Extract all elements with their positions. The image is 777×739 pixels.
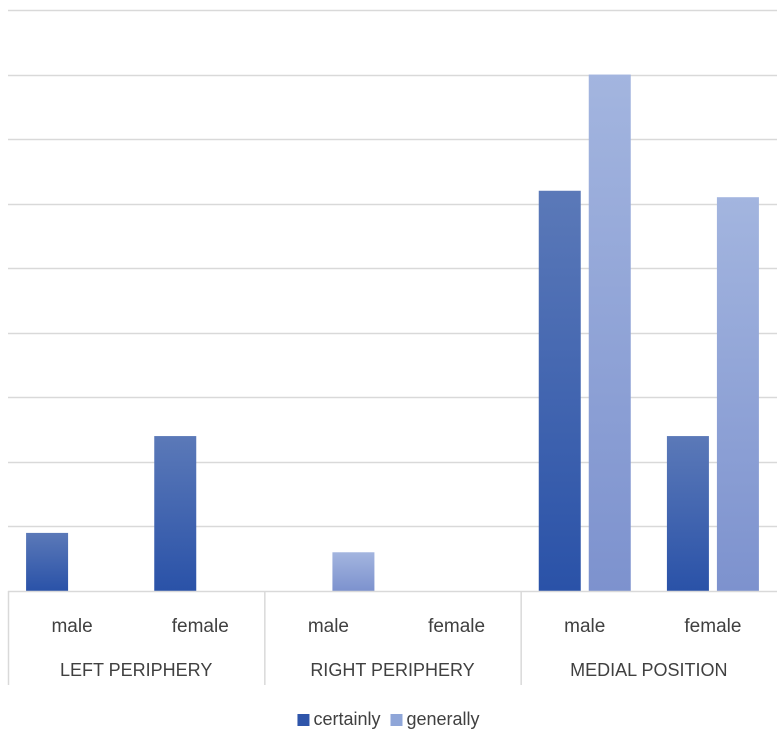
legend-swatch [390,714,403,726]
bar-generally-female [716,197,759,591]
bar-generally-male [332,552,375,591]
group-label: MEDIAL POSITION [570,660,727,680]
legend-label: generally [406,709,479,729]
legend-item-certainly: certainly [297,709,380,729]
legend: certainly generally [297,709,480,729]
bar-generally-male [588,74,631,592]
bars [26,74,759,592]
category-label: male [308,616,349,637]
bar-certainly-male [26,532,69,591]
bar-certainly-male [538,190,581,591]
group-label: RIGHT PERIPHERY [310,660,474,680]
category-label: male [51,616,92,637]
category-label: male [564,616,605,637]
legend-swatch [297,714,310,726]
category-label: female [428,616,485,637]
bar-certainly-female [666,436,709,591]
gridlines [8,9,777,528]
legend-item-generally: generally [390,709,480,729]
bar-certainly-female [154,436,197,591]
category-axis: male female male female male female LEFT PERIP… [7,590,777,685]
category-label: female [684,616,741,637]
legend-label: certainly [313,709,380,729]
category-label: female [172,616,229,637]
group-label: LEFT PERIPHERY [60,660,212,680]
